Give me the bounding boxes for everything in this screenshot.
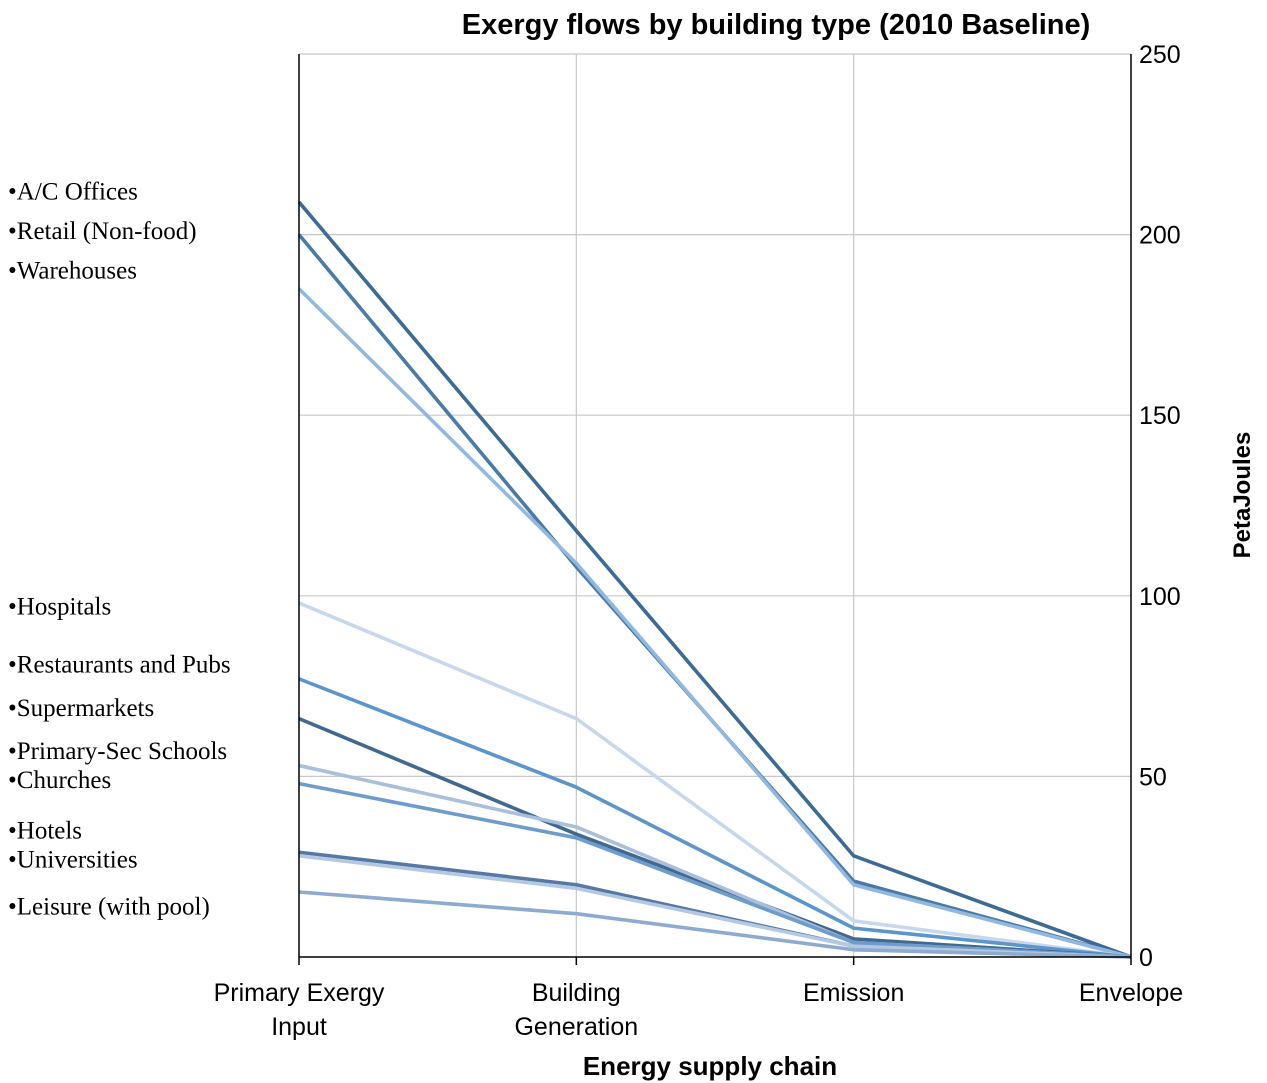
- x-tick-label: Building: [532, 979, 621, 1007]
- bullet-icon: •: [8, 178, 17, 205]
- bullet-icon: •: [8, 218, 17, 245]
- bullet-icon: •: [8, 818, 17, 845]
- y-tick-label: 50: [1139, 763, 1167, 791]
- series-label-text: Hotels: [17, 818, 82, 845]
- series-label: •Restaurants and Pubs: [8, 651, 231, 678]
- series-line-10: [298, 890, 1132, 959]
- bullet-icon: •: [8, 893, 17, 920]
- left-series-labels: •A/C Offices•Retail (Non-food)•Warehouse…: [8, 178, 231, 920]
- y-tick-label: 200: [1139, 222, 1181, 250]
- series-line-3: [298, 601, 1132, 959]
- x-axis-title: Energy supply chain: [583, 1051, 837, 1081]
- y-tick-label: 150: [1139, 402, 1181, 430]
- series-label-text: Restaurants and Pubs: [17, 651, 231, 678]
- y-axis-title: PetaJoules: [1229, 432, 1256, 559]
- series-line-6: [298, 763, 1132, 959]
- y-tick-label: 100: [1139, 583, 1181, 611]
- bullet-icon: •: [8, 738, 17, 765]
- bullet-icon: •: [8, 695, 17, 722]
- series-label-text: Primary-Sec Schools: [17, 738, 227, 765]
- series-label-text: A/C Offices: [17, 178, 138, 205]
- series-label: •Hotels: [8, 818, 82, 845]
- series-label: •Hospitals: [8, 594, 111, 621]
- series-label: •Universities: [8, 846, 138, 873]
- bullet-icon: •: [8, 594, 17, 621]
- series-label-text: Leisure (with pool): [17, 893, 210, 920]
- chart-title: Exergy flows by building type (2010 Base…: [462, 9, 1091, 41]
- bullet-icon: •: [8, 767, 17, 794]
- y-tick-label: 250: [1139, 41, 1181, 69]
- series-line-0: [297, 200, 1132, 959]
- series-label-text: Supermarkets: [17, 695, 154, 722]
- series-label-text: Hospitals: [17, 594, 111, 621]
- series-label-text: Universities: [17, 846, 138, 873]
- series-lines: [297, 200, 1132, 959]
- series-label-text: Warehouses: [17, 258, 137, 285]
- series-label: •Warehouses: [8, 258, 137, 285]
- series-line-2: [297, 287, 1132, 959]
- series-label: •A/C Offices: [8, 178, 138, 205]
- series-label-text: Churches: [17, 767, 111, 794]
- x-tick-label: Input: [271, 1013, 327, 1041]
- axes: 0 50 100 150 200 250 Primary Exergy Input Buildi…: [214, 41, 1184, 1041]
- series-label: •Supermarkets: [8, 695, 154, 722]
- bullet-icon: •: [8, 258, 17, 285]
- series-label-text: Retail (Non-food): [17, 218, 197, 245]
- series-label: •Primary-Sec Schools: [8, 738, 227, 765]
- bullet-icon: •: [8, 651, 17, 678]
- series-label: •Churches: [8, 767, 111, 794]
- x-tick-label: Primary Exergy: [214, 979, 385, 1007]
- x-tick-label: Envelope: [1079, 979, 1183, 1007]
- y-tick-label: 0: [1139, 944, 1153, 972]
- x-tick-label: Emission: [803, 979, 904, 1007]
- bullet-icon: •: [8, 846, 17, 873]
- series-label: •Retail (Non-food): [8, 218, 197, 245]
- series-line-9: [298, 854, 1132, 959]
- series-line-7: [298, 781, 1132, 959]
- gridlines: [299, 53, 1131, 957]
- series-label: •Leisure (with pool): [8, 893, 210, 920]
- x-tick-label: Generation: [514, 1013, 638, 1041]
- series-line-4: [298, 677, 1132, 959]
